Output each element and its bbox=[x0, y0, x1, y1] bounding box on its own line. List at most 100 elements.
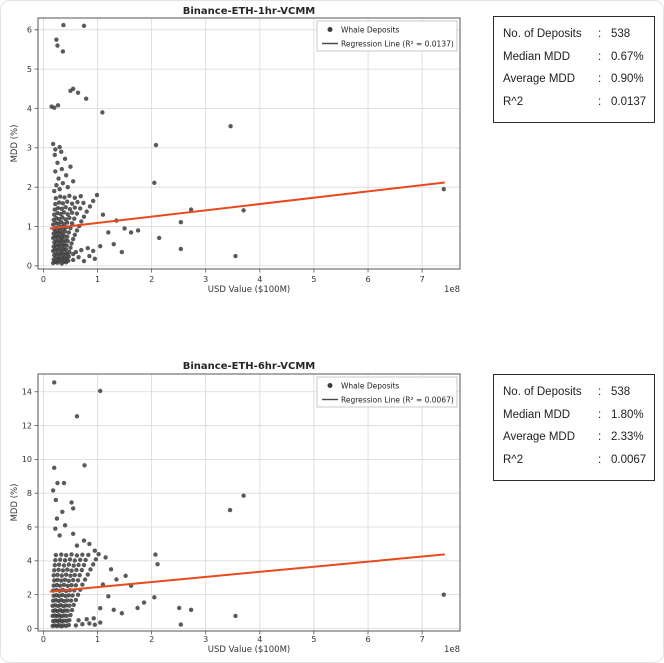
data-point bbox=[78, 206, 83, 211]
y-tick-label: 6 bbox=[27, 26, 32, 35]
stat-label: Average MDD bbox=[503, 431, 576, 444]
data-point bbox=[66, 622, 72, 628]
data-point bbox=[71, 602, 76, 608]
data-point bbox=[56, 562, 62, 567]
data-point bbox=[66, 230, 72, 235]
data-point bbox=[228, 123, 233, 129]
data-point bbox=[75, 90, 81, 95]
data-point bbox=[119, 249, 125, 255]
y-tick-label: 6 bbox=[27, 523, 32, 532]
data-point bbox=[54, 516, 60, 521]
data-point bbox=[59, 552, 64, 557]
data-point bbox=[67, 603, 72, 608]
data-point bbox=[52, 465, 57, 471]
data-point bbox=[82, 577, 88, 582]
data-point bbox=[61, 480, 67, 486]
data-point bbox=[57, 533, 62, 538]
x-axis-label: USD Value ($100M) bbox=[208, 645, 291, 655]
data-point bbox=[69, 241, 74, 246]
data-point bbox=[178, 219, 184, 225]
stat-value: 2.33% bbox=[611, 431, 644, 444]
axis-offset-text: 1e8 bbox=[444, 285, 460, 295]
stat-value: 538 bbox=[611, 28, 631, 40]
y-tick-label: 8 bbox=[27, 489, 32, 498]
data-point bbox=[155, 562, 160, 567]
data-point bbox=[70, 577, 76, 583]
stat-label: Average MDD bbox=[503, 73, 576, 86]
stat-value: 0.67% bbox=[611, 50, 644, 63]
data-point bbox=[76, 618, 81, 623]
data-point bbox=[85, 572, 90, 577]
data-point bbox=[63, 217, 68, 222]
data-point bbox=[441, 186, 446, 192]
data-point bbox=[54, 37, 59, 42]
data-point bbox=[100, 212, 106, 217]
data-point bbox=[90, 198, 96, 204]
stats-row-median-mdd: Median MDD : 0.67% bbox=[503, 51, 646, 64]
data-point bbox=[60, 49, 66, 54]
data-point bbox=[65, 598, 70, 603]
data-point bbox=[87, 541, 92, 547]
data-point bbox=[53, 557, 58, 563]
data-point bbox=[55, 43, 60, 48]
stat-label: No. of Deposits bbox=[503, 28, 582, 40]
stats-row-r2: R^2 : 0.0137 bbox=[503, 96, 646, 109]
stat-colon: : bbox=[598, 73, 602, 86]
data-point bbox=[53, 497, 59, 503]
stat-colon: : bbox=[598, 28, 602, 40]
x-tick-label: 6 bbox=[365, 275, 370, 284]
stat-value: 538 bbox=[611, 386, 631, 398]
data-point bbox=[85, 245, 90, 251]
data-point bbox=[75, 578, 81, 583]
data-point bbox=[69, 582, 74, 588]
data-point bbox=[135, 228, 141, 233]
legend-label-regression: Regression Line (R² = 0.0067) bbox=[341, 396, 454, 405]
stats-row-average-mdd: Average MDD : 0.90% bbox=[503, 73, 646, 86]
y-tick-label: 4 bbox=[27, 557, 32, 566]
data-point bbox=[52, 578, 57, 583]
data-point bbox=[152, 180, 157, 186]
data-point bbox=[70, 86, 76, 92]
data-point bbox=[63, 603, 69, 608]
data-point bbox=[87, 621, 92, 626]
stats-row-average-mdd: Average MDD : 2.33% bbox=[503, 431, 646, 444]
y-tick-label: 10 bbox=[22, 455, 32, 464]
x-tick-label: 6 bbox=[365, 635, 370, 644]
stats-row-deposits: No. of Deposits : 538 bbox=[503, 386, 646, 399]
data-point bbox=[70, 179, 76, 184]
data-point bbox=[52, 568, 57, 573]
data-point bbox=[69, 221, 75, 226]
data-point bbox=[55, 103, 61, 108]
data-point bbox=[64, 243, 69, 248]
data-point bbox=[441, 592, 446, 597]
data-point bbox=[61, 210, 67, 215]
whale-deposit-points bbox=[50, 380, 446, 629]
data-point bbox=[70, 593, 75, 598]
legend-box bbox=[316, 20, 458, 52]
data-point bbox=[81, 23, 87, 29]
data-point bbox=[66, 578, 72, 583]
data-point bbox=[93, 557, 99, 562]
stats-row-r2: R^2 : 0.0067 bbox=[503, 454, 646, 467]
chart-0: 0 1 2 3 4 5 6 7 0 1 2 3 4 5 6 Binance-ETH-1hr-VCMM USD V… bbox=[10, 6, 461, 295]
legend-label-deposits: Whale Deposits bbox=[341, 382, 400, 391]
legend: Whale Deposits Regression Line (R² = 0.01… bbox=[316, 20, 458, 52]
data-point bbox=[63, 247, 69, 252]
y-tick-label: 1 bbox=[27, 222, 32, 231]
plot-frame bbox=[37, 373, 461, 632]
x-tick-label: 1 bbox=[95, 635, 100, 644]
data-point bbox=[59, 578, 64, 583]
grid bbox=[38, 18, 460, 269]
data-point bbox=[62, 558, 68, 563]
data-point bbox=[70, 531, 76, 536]
stat-label: R^2 bbox=[503, 453, 524, 466]
data-point bbox=[83, 557, 88, 563]
legend-box bbox=[316, 376, 458, 408]
data-point bbox=[70, 236, 76, 242]
stat-value: 0.0137 bbox=[611, 95, 647, 108]
x-tick-label: 0 bbox=[41, 635, 46, 644]
data-point bbox=[74, 414, 80, 419]
data-point bbox=[74, 211, 80, 216]
stat-colon: : bbox=[598, 453, 602, 466]
data-point bbox=[68, 245, 73, 250]
